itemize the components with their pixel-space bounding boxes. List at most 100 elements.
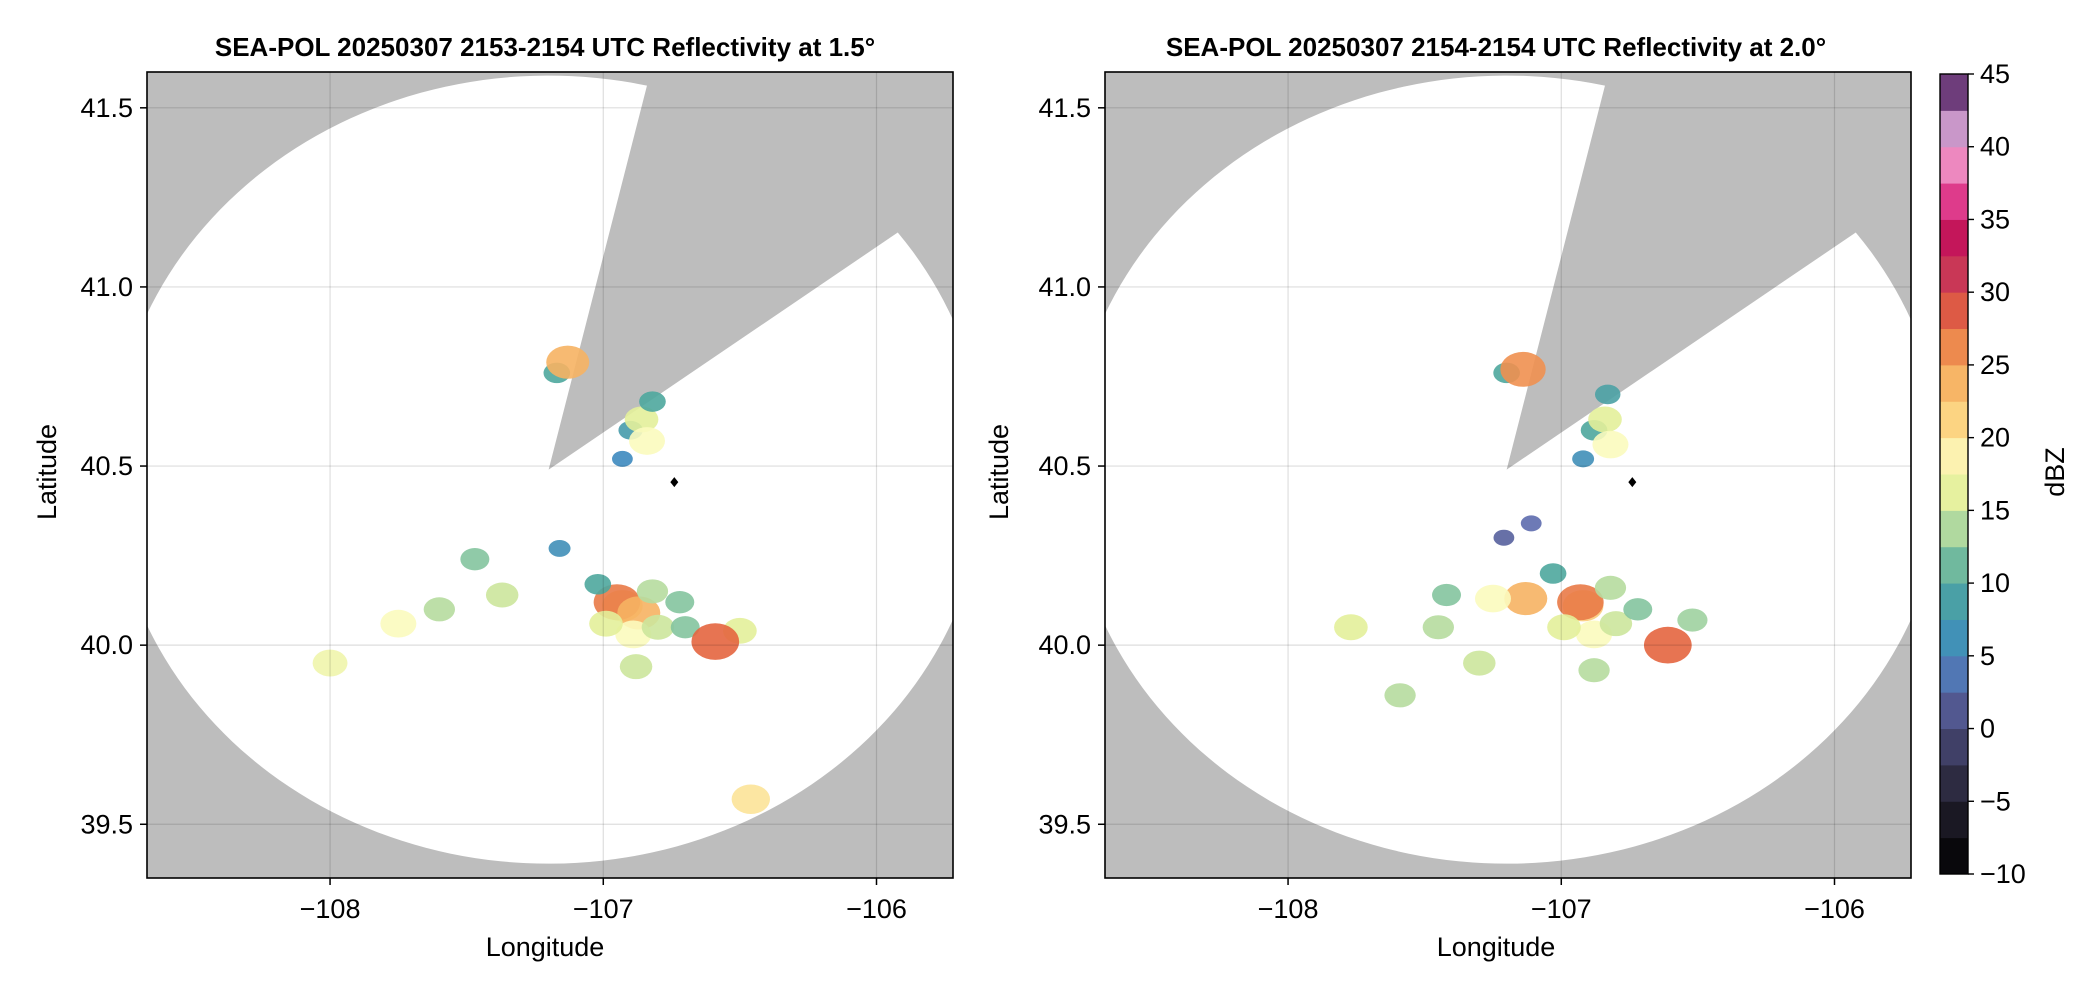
panel-right: SEA-POL 20250307 2154-2154 UTC Reflectiv… bbox=[984, 32, 1912, 962]
panel-left: SEA-POL 20250307 2153-2154 UTC Reflectiv… bbox=[32, 32, 954, 962]
colorbar-tick-label: 0 bbox=[1980, 714, 1995, 744]
colorbar-tick-label: 25 bbox=[1980, 350, 2010, 380]
y-axis-label: Latitude bbox=[32, 424, 62, 520]
colorbar-segment bbox=[1940, 328, 1968, 366]
reflectivity-echo bbox=[628, 427, 665, 455]
reflectivity-echo bbox=[619, 654, 653, 680]
reflectivity-echo bbox=[1334, 614, 1368, 641]
y-tick-label: 40.0 bbox=[1038, 630, 1091, 660]
reflectivity-echo bbox=[670, 616, 700, 639]
y-tick-label: 41.5 bbox=[80, 93, 133, 123]
reflectivity-echo bbox=[665, 591, 695, 614]
reflectivity-echo bbox=[1643, 626, 1692, 664]
plot-area: −108 −107 −106 39.5 40.0 40.5 41.0 41.5 bbox=[1038, 71, 1912, 924]
reflectivity-echo bbox=[1599, 611, 1633, 637]
reflectivity-echo bbox=[641, 614, 675, 640]
colorbar-tick-label: 35 bbox=[1980, 204, 2010, 234]
reflectivity-echo bbox=[1432, 583, 1462, 607]
y-tick-label: 40.5 bbox=[80, 451, 133, 481]
reflectivity-echo bbox=[548, 539, 571, 557]
site-marker bbox=[1628, 477, 1637, 488]
colorbar-segment bbox=[1940, 546, 1968, 584]
reflectivity-echo bbox=[691, 623, 740, 660]
reflectivity-echo bbox=[639, 391, 666, 412]
reflectivity-echo bbox=[1592, 430, 1629, 459]
reflectivity-echo bbox=[1588, 406, 1622, 433]
reflectivity-echo bbox=[1547, 614, 1581, 641]
reflectivity-echo bbox=[1557, 584, 1604, 621]
colorbar-segment bbox=[1940, 364, 1968, 402]
reflectivity-echo bbox=[731, 784, 770, 814]
plot-frame bbox=[1104, 71, 1912, 879]
reflectivity-echo bbox=[485, 582, 519, 608]
colorbar-tick-label: −5 bbox=[1980, 786, 2011, 816]
colorbar-frame bbox=[1939, 73, 1969, 875]
colorbar-tick-label: 40 bbox=[1980, 132, 2010, 162]
y-tick-label: 41.0 bbox=[1038, 272, 1091, 302]
colorbar-segment bbox=[1940, 837, 1968, 875]
x-tick-label: −107 bbox=[1531, 894, 1592, 924]
reflectivity-echo bbox=[312, 649, 348, 677]
reflectivity-echo bbox=[1572, 450, 1595, 468]
radar-coverage bbox=[147, 75, 953, 864]
reflectivity-echo bbox=[460, 548, 490, 571]
colorbar-tick-label: −10 bbox=[1980, 859, 2026, 889]
plot-content bbox=[147, 72, 953, 878]
colorbar-segment bbox=[1940, 510, 1968, 548]
radar-coverage bbox=[1105, 75, 1911, 864]
colorbar-segment bbox=[1940, 292, 1968, 330]
x-tick-label: −108 bbox=[300, 894, 361, 924]
x-tick-label: −107 bbox=[573, 894, 634, 924]
colorbar-segment bbox=[1940, 437, 1968, 475]
reflectivity-echo bbox=[1594, 384, 1621, 405]
reflectivity-echo bbox=[1463, 650, 1496, 676]
reflectivity-echo bbox=[380, 609, 417, 638]
reflectivity-echo bbox=[1594, 575, 1627, 600]
reflectivity-echo bbox=[584, 574, 612, 595]
colorbar-segment bbox=[1940, 219, 1968, 257]
reflectivity-echo bbox=[1504, 582, 1548, 616]
reflectivity-echo bbox=[1422, 615, 1454, 640]
plot-content bbox=[1105, 72, 1911, 878]
colorbar-tick-label: 30 bbox=[1980, 277, 2010, 307]
reflectivity-echo bbox=[1384, 683, 1416, 708]
y-tick-label: 41.5 bbox=[1038, 93, 1091, 123]
y-tick-label: 41.0 bbox=[80, 272, 133, 302]
colorbar-segment bbox=[1940, 474, 1968, 511]
y-tick-label: 39.5 bbox=[1038, 809, 1091, 839]
reflectivity-echo bbox=[1500, 351, 1546, 387]
colorbar-segment bbox=[1940, 401, 1968, 439]
colorbar-tick-label: 20 bbox=[1980, 423, 2010, 453]
colorbar-segment bbox=[1940, 255, 1968, 293]
reflectivity-echo bbox=[589, 610, 623, 637]
y-tick-label: 40.5 bbox=[1038, 451, 1091, 481]
colorbar-segment bbox=[1940, 692, 1968, 730]
reflectivity-echo bbox=[1578, 658, 1610, 683]
x-axis-label: Longitude bbox=[486, 932, 605, 962]
colorbar-segment bbox=[1940, 728, 1968, 766]
colorbar-segment bbox=[1940, 764, 1968, 802]
x-tick-label: −106 bbox=[846, 894, 907, 924]
x-tick-label: −106 bbox=[1804, 894, 1865, 924]
reflectivity-echo bbox=[1623, 598, 1653, 621]
colorbar-tick-label: 45 bbox=[1980, 59, 2010, 89]
site-marker bbox=[670, 477, 679, 488]
colorbar-label: dBZ bbox=[2040, 447, 2070, 497]
y-tick-label: 40.0 bbox=[80, 630, 133, 660]
colorbar-segment bbox=[1940, 655, 1968, 693]
colorbar-segment bbox=[1940, 583, 1968, 620]
colorbar-segment bbox=[1940, 110, 1968, 148]
colorbar-segment bbox=[1940, 146, 1968, 184]
x-tick-label: −108 bbox=[1258, 894, 1319, 924]
colorbar-segment bbox=[1940, 74, 1968, 111]
reflectivity-echo bbox=[624, 406, 659, 433]
plot-area: −108 −107 −106 39.5 40.0 40.5 41.0 41.5 bbox=[80, 71, 954, 924]
plot-frame bbox=[146, 71, 954, 879]
reflectivity-echo bbox=[1677, 608, 1708, 632]
colorbar-tick-label: 15 bbox=[1980, 495, 2010, 525]
reflectivity-echo bbox=[423, 597, 456, 622]
reflectivity-echo bbox=[612, 450, 633, 467]
reflectivity-echo bbox=[1474, 584, 1511, 613]
reflectivity-echo bbox=[1520, 515, 1542, 532]
reflectivity-echo bbox=[546, 345, 590, 379]
